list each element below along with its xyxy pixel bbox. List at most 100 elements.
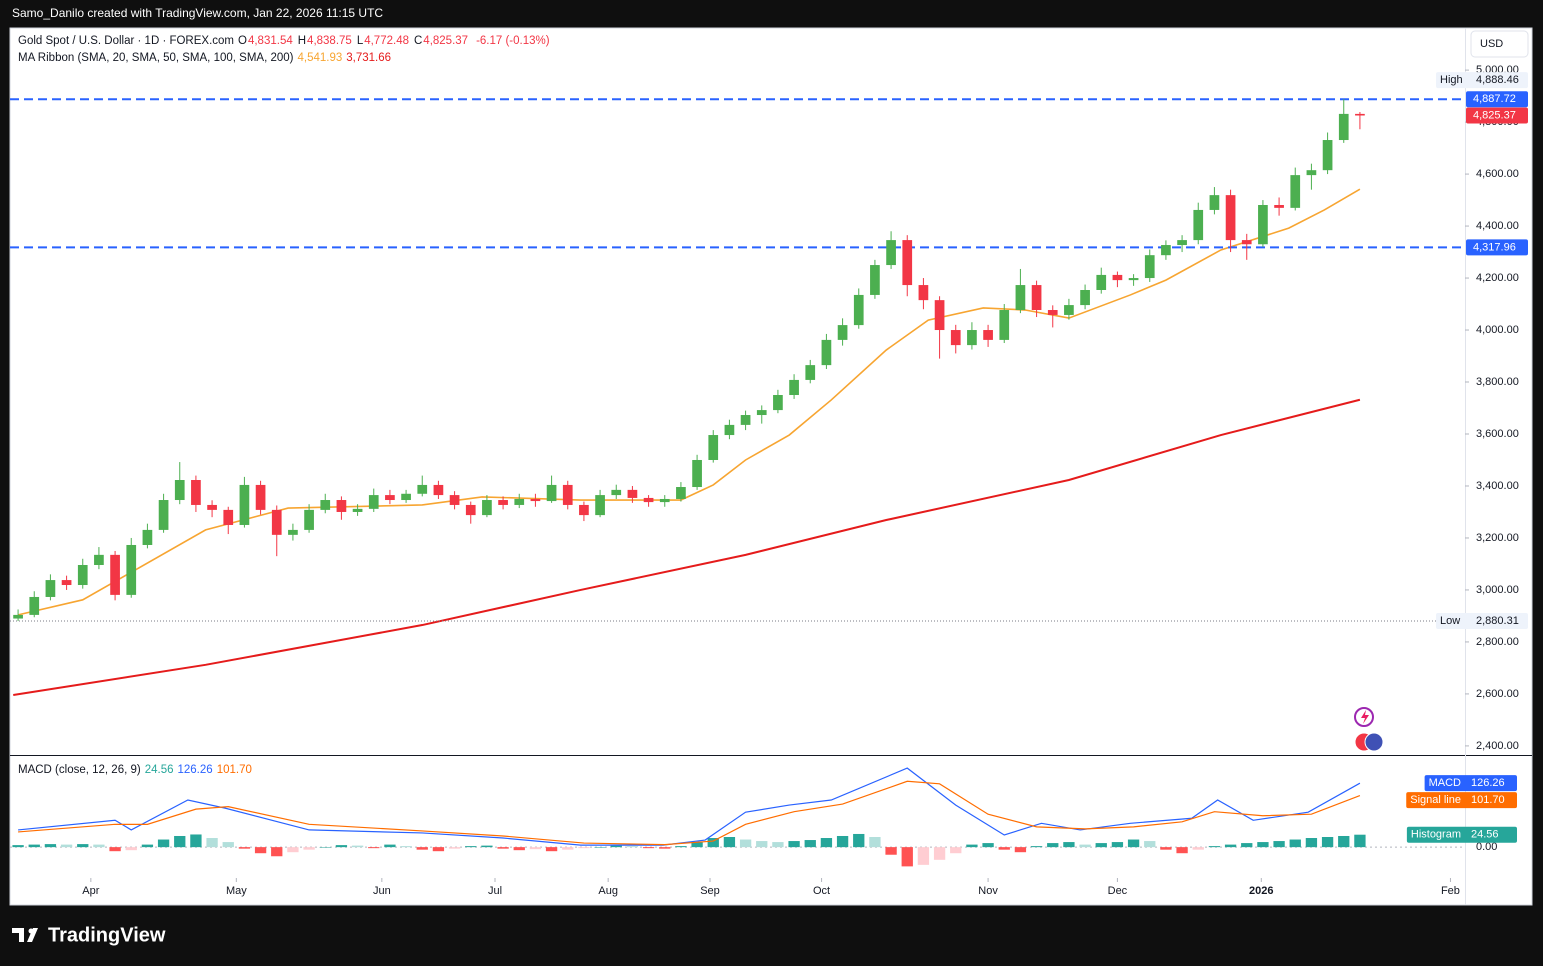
histogram-bar [238, 847, 251, 849]
x-tick-label: Dec [1108, 885, 1128, 897]
candle-body [740, 415, 751, 425]
candle-body [562, 484, 573, 505]
macd-value: 24.56 [144, 764, 174, 776]
candle-body [902, 240, 913, 286]
candle-body [1193, 209, 1204, 241]
candle-body [579, 504, 589, 516]
histogram-bar [497, 847, 509, 849]
histogram-bar [594, 847, 606, 848]
y-tick-label: 4,400.00 [1476, 220, 1519, 232]
candle-body [255, 484, 266, 510]
x-tick-label: 2026 [1249, 885, 1273, 897]
histogram-bar [1014, 847, 1027, 853]
histogram-bar [933, 847, 946, 860]
x-tick-label: Aug [598, 885, 618, 897]
candle-body [1015, 285, 1026, 311]
ohlc-value: 4,838.75 [307, 35, 352, 47]
y-tick-label: 2,600.00 [1476, 688, 1519, 700]
histogram-bar [772, 842, 784, 848]
histogram-bar [917, 847, 930, 865]
histogram-bar [174, 835, 186, 848]
candle-body [401, 493, 411, 501]
candle-body [983, 330, 993, 340]
high-text: High [1440, 74, 1463, 86]
histogram-bar [1111, 842, 1124, 848]
brand-logo [12, 928, 38, 942]
histogram-bar [1289, 839, 1301, 848]
histogram-bar [271, 847, 283, 857]
candle-body [336, 500, 347, 512]
histogram-bar [1176, 847, 1188, 854]
histogram-bar [562, 847, 574, 850]
macd-label-box [1406, 792, 1517, 809]
candle-body [1225, 195, 1236, 241]
symbol-legend: Gold Spot / U.S. Dollar · 1D · FOREX.com… [18, 35, 550, 47]
low-text: Low [1440, 615, 1460, 627]
candle-body [352, 508, 363, 512]
candle-body [29, 596, 40, 615]
price-label-box [1466, 239, 1528, 256]
histogram-bar [1273, 841, 1285, 848]
ma-legend: MA Ribbon (SMA, 20, SMA, 50, SMA, 100, S… [18, 52, 391, 64]
histogram-bar [1241, 843, 1253, 848]
macd-legend: MACD (close, 12, 26, 9) 24.56 126.26 101… [18, 764, 252, 776]
macd-label-name: MACD [1429, 777, 1461, 789]
currency-button[interactable] [1470, 30, 1529, 58]
histogram-bar [351, 845, 364, 848]
histogram-bar [1224, 844, 1237, 848]
candle-body [126, 544, 137, 595]
x-tick-label: Sep [700, 885, 720, 897]
ohlc-value: 4,831.54 [247, 35, 293, 47]
histogram-bar [739, 839, 752, 848]
change: -6.17 (-0.13%) [476, 35, 550, 47]
histogram-bar [1160, 847, 1172, 850]
ma-value: 4,541.93 [297, 52, 343, 64]
histogram-bar [206, 838, 218, 848]
candle-body [1209, 195, 1220, 210]
histogram-bar [513, 847, 525, 851]
macd-label-box [1406, 826, 1517, 843]
candle-body [13, 614, 23, 619]
histogram-bar [368, 847, 380, 849]
histogram-bar [756, 841, 768, 848]
currency: USD [1480, 38, 1503, 50]
candle-body [1128, 278, 1139, 281]
candle-body [595, 495, 605, 516]
histogram-bar [481, 845, 493, 848]
candle-body [223, 509, 234, 525]
candle-body [271, 509, 282, 535]
histogram-bar [998, 847, 1010, 850]
histogram-bar [853, 833, 865, 848]
candle-body [1031, 285, 1042, 311]
macd-tick-label: 0.00 [1476, 841, 1497, 853]
histogram-bar [1208, 846, 1221, 848]
x-tick-label: Oct [813, 885, 830, 897]
candle-body [304, 509, 314, 530]
histogram-bar [400, 846, 412, 848]
candle-body [1112, 274, 1123, 281]
histogram-bar [1095, 843, 1107, 848]
histogram-bar [432, 847, 445, 852]
histogram-bar [1305, 838, 1318, 848]
macd-label-value: 126.26 [1471, 777, 1505, 789]
high-value: 4,888.46 [1476, 74, 1519, 86]
candle-body [1047, 310, 1058, 315]
y-tick-label: 4,000.00 [1476, 324, 1519, 336]
brand: TradingView [12, 924, 166, 946]
histogram-bar [1047, 843, 1059, 848]
candle-body [94, 554, 104, 565]
histogram-bar [448, 847, 461, 849]
candle-body [385, 495, 395, 501]
histogram-bar [788, 841, 800, 848]
candle-body [45, 580, 56, 597]
candle-body [158, 500, 169, 530]
y-tick-label: 4,200.00 [1476, 272, 1519, 284]
candle-body [821, 339, 832, 366]
histogram-bar [60, 844, 73, 848]
histogram-bar [190, 834, 202, 848]
candle-body [773, 395, 783, 411]
candle-body [320, 500, 331, 510]
histogram-bar [691, 842, 703, 848]
candle-body [1274, 205, 1284, 208]
